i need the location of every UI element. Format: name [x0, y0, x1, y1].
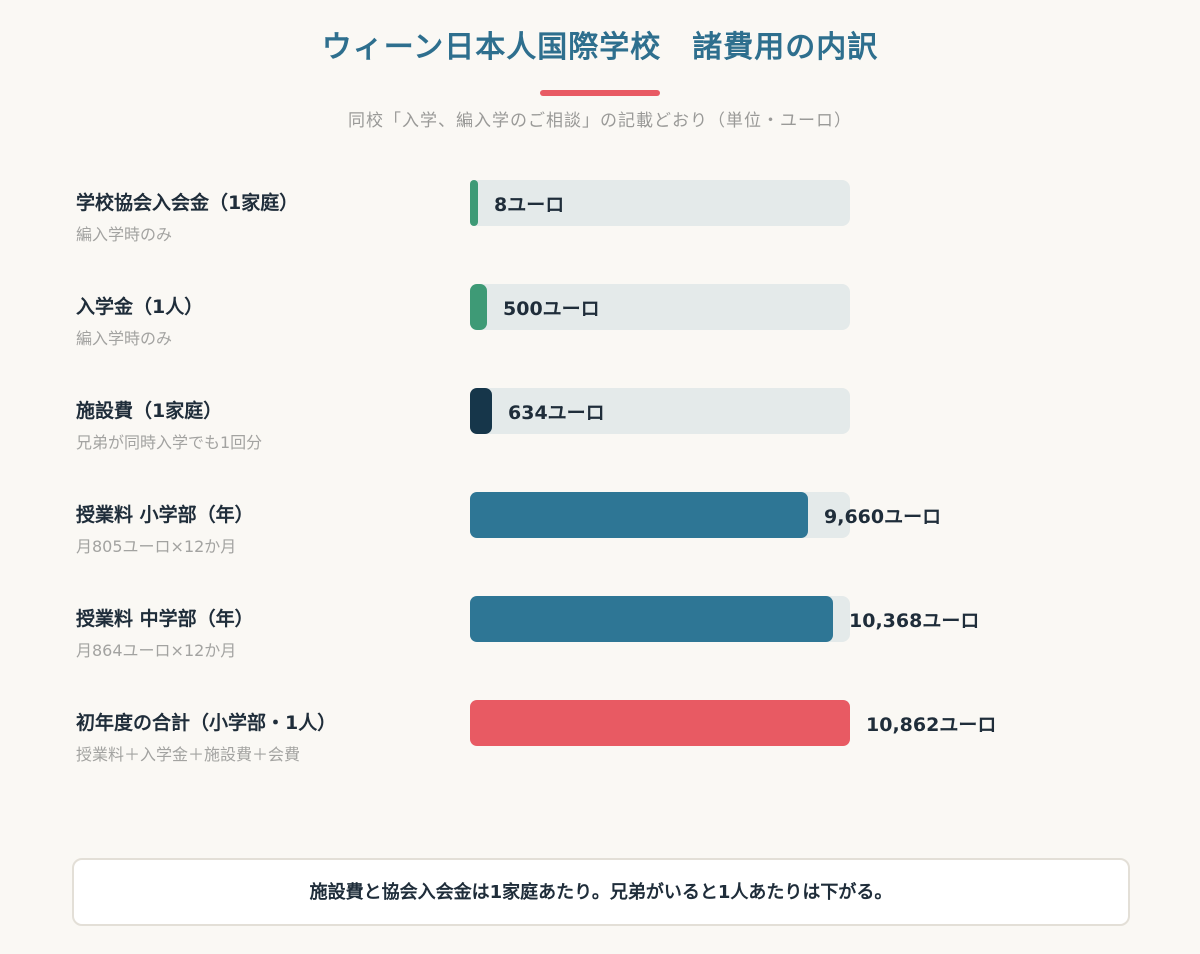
category-note: 編入学時のみ	[76, 225, 173, 244]
value-label: 500ユーロ	[503, 298, 600, 320]
bar-track	[470, 284, 850, 330]
value-label: 10,368ユーロ	[849, 610, 980, 632]
category-label: 学校協会入会金（1家庭）	[76, 192, 299, 214]
callout-box: 施設費と協会入会金は1家庭あたり。兄弟がいると1人あたりは下がる。	[72, 858, 1130, 926]
bar-row: 授業料 中学部（年） 月864ユーロ×12か月 10,368ユーロ	[0, 596, 1200, 686]
value-label: 9,660ユーロ	[824, 506, 942, 528]
callout-text: 施設費と協会入会金は1家庭あたり。兄弟がいると1人あたりは下がる。	[309, 882, 893, 903]
category-note: 月805ユーロ×12か月	[76, 537, 237, 556]
bar-row: 施設費（1家庭） 兄弟が同時入学でも1回分 634ユーロ	[0, 388, 1200, 478]
bar	[470, 700, 850, 746]
category-label: 施設費（1家庭）	[76, 400, 223, 422]
title-underline	[540, 90, 660, 96]
bar-row: 授業料 小学部（年） 月805ユーロ×12か月 9,660ユーロ	[0, 492, 1200, 582]
category-note: 兄弟が同時入学でも1回分	[76, 433, 263, 452]
bar-row: 入学金（1人） 編入学時のみ 500ユーロ	[0, 284, 1200, 374]
category-label: 入学金（1人）	[76, 296, 204, 318]
category-label: 初年度の合計（小学部・1人）	[76, 712, 337, 734]
value-label: 8ユーロ	[494, 194, 565, 216]
bar	[470, 492, 808, 538]
category-label: 授業料 小学部（年）	[76, 504, 254, 526]
category-note: 月864ユーロ×12か月	[76, 641, 237, 660]
bar	[470, 180, 478, 226]
category-note: 授業料＋入学金＋施設費＋会費	[76, 745, 301, 764]
bar	[470, 596, 833, 642]
category-note: 編入学時のみ	[76, 329, 173, 348]
bar-track	[470, 388, 850, 434]
chart-title: ウィーン日本人国際学校 諸費用の内訳	[321, 30, 879, 65]
bar-row: 初年度の合計（小学部・1人） 授業料＋入学金＋施設費＋会費 10,862ユーロ	[0, 700, 1200, 790]
category-label: 授業料 中学部（年）	[76, 608, 254, 630]
value-label: 634ユーロ	[508, 402, 605, 424]
chart-subtitle: 同校「入学、編入学のご相談」の記載どおり（単位・ユーロ）	[348, 111, 852, 131]
bar	[470, 388, 492, 434]
bar	[470, 284, 487, 330]
bar-track	[470, 180, 850, 226]
bar-row: 学校協会入会金（1家庭） 編入学時のみ 8ユーロ	[0, 180, 1200, 270]
value-label: 10,862ユーロ	[866, 714, 997, 736]
